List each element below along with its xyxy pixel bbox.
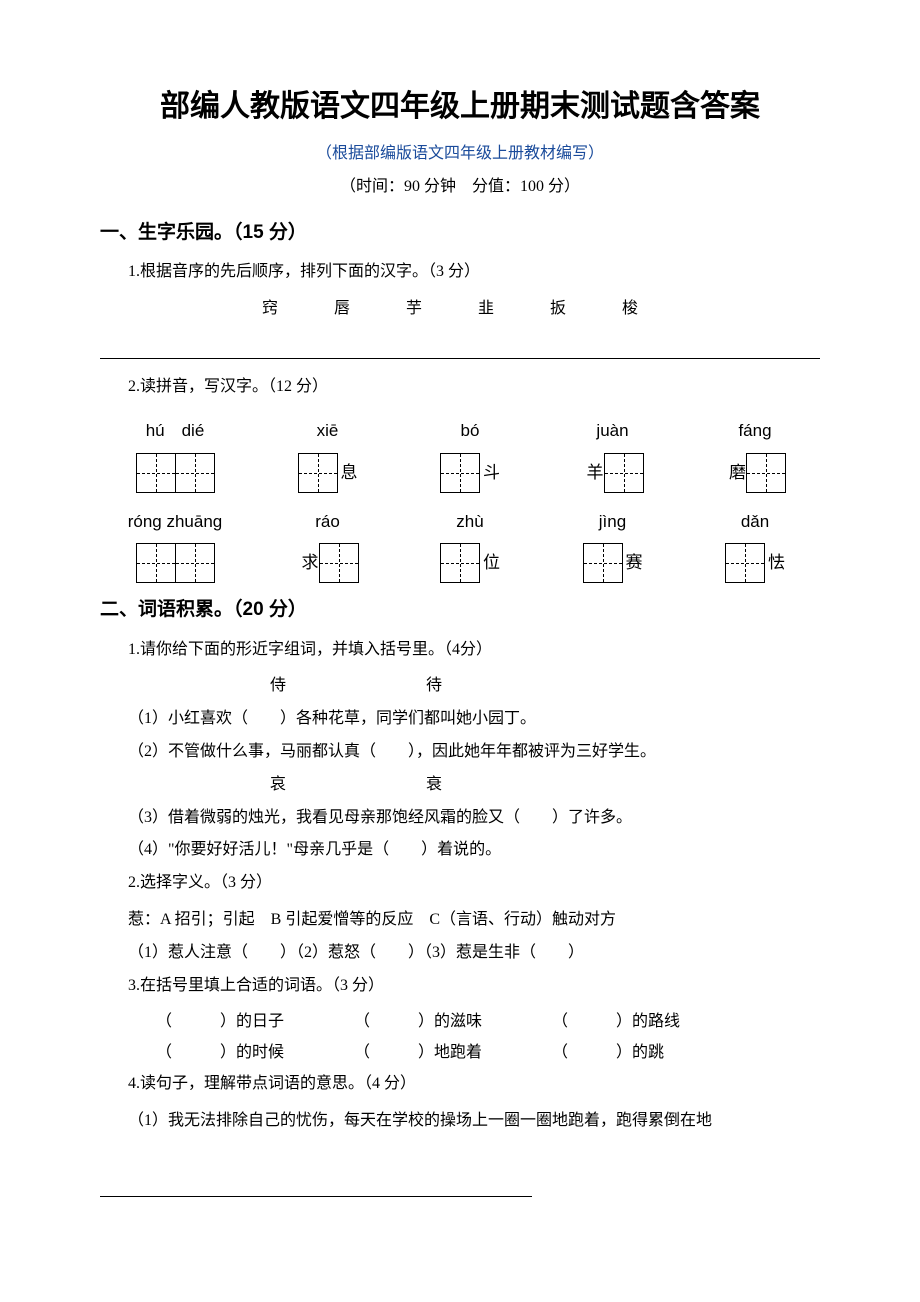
pinyin-cell: juàn <box>568 416 658 447</box>
s2-q2-items: （1）惹人注意（ ）（2）惹怒（ ）（3）惹是生非（ ） <box>128 939 820 968</box>
box-tail: 斗 <box>483 453 500 493</box>
box-pre: 羊 <box>587 453 604 493</box>
char-box <box>136 543 176 583</box>
page-title: 部编人教版语文四年级上册期末测试题含答案 <box>100 80 820 134</box>
s2-q1-pair2: 哀 衰 <box>270 771 820 800</box>
fill-cell: （ ）的日子 <box>156 1013 284 1030</box>
char-box <box>175 543 215 583</box>
pinyin-cell: zhù <box>425 507 515 538</box>
s2-q1-prompt: 1.请你给下面的形近字组词，并填入括号里。（4分） <box>128 636 820 665</box>
char-box-group: 位 <box>425 543 515 583</box>
s1-q1-prompt: 1.根据音序的先后顺序，排列下面的汉字。（3 分） <box>128 258 820 287</box>
pinyin-cell: fánɡ <box>710 416 800 447</box>
s1-q1-answer-line <box>100 333 820 359</box>
box-tail: 位 <box>483 543 500 583</box>
box-tail: 息 <box>341 453 358 493</box>
s2-q4-prompt: 4.读句子，理解带点词语的意思。（4 分） <box>128 1070 820 1099</box>
s2-q2-prompt: 2.选择字义。（3 分） <box>128 869 820 898</box>
pinyin-cell: hú dié <box>120 416 230 447</box>
char-box <box>440 453 480 493</box>
s1-q2-prompt: 2.读拼音，写汉字。（12 分） <box>128 373 820 402</box>
section-1-header: 一、生字乐园。（15 分） <box>100 216 820 250</box>
char-box-group: 赛 <box>568 543 658 583</box>
pinyin-cell: ráo <box>283 507 373 538</box>
s2-q4-item: （1）我无法排除自己的忧伤，每天在学校的操场上一圈一圈地跑着，跑得累倒在地 <box>128 1107 820 1136</box>
char-box-group: 羊 <box>568 453 658 493</box>
char-box-group: 怯 <box>710 543 800 583</box>
char-box <box>136 453 176 493</box>
char-box <box>319 543 359 583</box>
s2-q3-prompt: 3.在括号里填上合适的词语。（3 分） <box>128 972 820 1001</box>
pinyin-row-2: rónɡ zhuānɡ ráo zhù jìnɡ dǎn <box>120 507 800 538</box>
footer-rule <box>100 1196 532 1197</box>
pinyin-cell: dǎn <box>710 507 800 538</box>
s2-q2-defs: 惹：A 招引；引起 B 引起爱憎等的反应 C（言语、行动）触动对方 <box>128 906 820 935</box>
pinyin-cell: bó <box>425 416 515 447</box>
pinyin-cell: xiē <box>283 416 373 447</box>
fill-cell: （ ）的时候 <box>156 1044 284 1061</box>
page-subtitle: （根据部编版语文四年级上册教材编写） <box>100 140 820 169</box>
pinyin-row-1: hú dié xiē bó juàn fánɡ <box>120 416 800 447</box>
box-pre: 磨 <box>729 453 746 493</box>
s2-q3-line: （ ）的时候 （ ）地跑着 （ ）的跳 <box>156 1039 820 1068</box>
s1-q1-chars: 窍 唇 芋 韭 扳 梭 <box>100 295 820 324</box>
timing-line: （时间：90 分钟 分值：100 分） <box>100 173 820 202</box>
char-box <box>175 453 215 493</box>
pinyin-cell: jìnɡ <box>568 507 658 538</box>
char-box <box>298 453 338 493</box>
char-box-group <box>120 543 230 583</box>
box-tail: 赛 <box>626 543 643 583</box>
box-row-1: 息 斗 羊 磨 <box>120 453 800 493</box>
pinyin-cell: rónɡ zhuānɡ <box>120 507 230 538</box>
char-box <box>440 543 480 583</box>
char-box-group <box>120 453 230 493</box>
fill-cell: （ ）的滋味 <box>354 1013 482 1030</box>
char-box <box>583 543 623 583</box>
fill-cell: （ ）的路线 <box>552 1013 680 1030</box>
section-2-header: 二、词语积累。（20 分） <box>100 593 820 627</box>
s2-q1-item: （3）借着微弱的烛光，我看见母亲那饱经风霜的脸又（ ）了许多。 <box>128 804 820 833</box>
s2-q3-line: （ ）的日子 （ ）的滋味 （ ）的路线 <box>156 1008 820 1037</box>
s2-q1-item: （2）不管做什么事，马丽都认真（ ），因此她年年都被评为三好学生。 <box>128 738 820 767</box>
char-box-group: 息 <box>283 453 373 493</box>
box-row-2: 求 位 赛 怯 <box>120 543 800 583</box>
box-pre: 求 <box>302 543 319 583</box>
char-box <box>725 543 765 583</box>
char-box-group: 斗 <box>425 453 515 493</box>
char-box <box>746 453 786 493</box>
s2-q1-item: （1）小红喜欢（ ）各种花草，同学们都叫她小园丁。 <box>128 705 820 734</box>
char-box <box>604 453 644 493</box>
char-box-group: 求 <box>283 543 373 583</box>
box-tail: 怯 <box>768 543 785 583</box>
s2-q1-pair1: 侍 待 <box>270 672 820 701</box>
fill-cell: （ ）地跑着 <box>354 1044 482 1061</box>
char-box-group: 磨 <box>710 453 800 493</box>
fill-cell: （ ）的跳 <box>552 1044 664 1061</box>
s2-q1-item: （4）"你要好好活儿！"母亲几乎是（ ）着说的。 <box>128 836 820 865</box>
